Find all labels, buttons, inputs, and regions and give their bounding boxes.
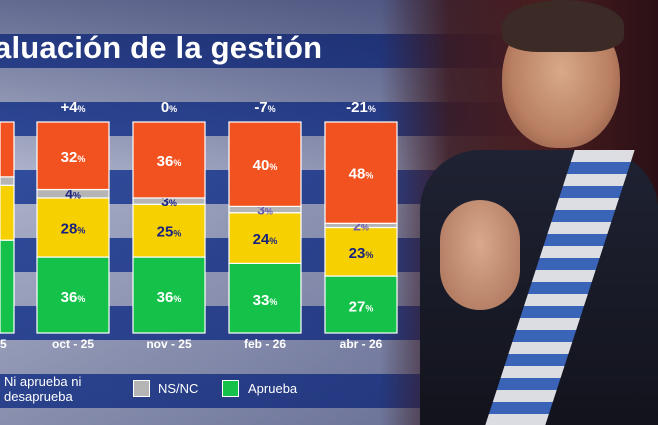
change-label: 0%: [161, 99, 177, 116]
bar-segment: [132, 121, 206, 199]
x-tick-label: feb - 26: [244, 337, 286, 351]
bar-segment: [132, 203, 206, 258]
data-label: 2%: [353, 217, 369, 233]
legend-label-ni: Ni aprueba ni desaprueba: [4, 374, 82, 404]
bar-segment: [228, 121, 302, 208]
bar-segment: [36, 256, 110, 334]
data-label: 36%: [157, 153, 182, 170]
president-photo: [380, 0, 658, 425]
bar-segment: [324, 121, 398, 224]
data-label: 28%: [61, 221, 86, 238]
data-label: 27%: [349, 299, 374, 316]
bar-segment: [132, 256, 206, 334]
data-label: 48%: [349, 166, 374, 183]
hair-shape: [502, 0, 624, 52]
x-tick-label: nov - 25: [146, 337, 192, 351]
data-label: 23%: [349, 245, 374, 262]
partial-bar-segment: [0, 184, 15, 241]
data-label: 36%: [61, 289, 86, 306]
change-label: -21%: [346, 99, 376, 116]
legend-label-nsnc: NS/NC: [158, 381, 199, 396]
bar-segment: [228, 262, 302, 334]
bar-segment: [36, 121, 110, 191]
legend-swatch-aprueba: [222, 380, 239, 397]
legend-label-aprueba: Aprueba: [248, 381, 298, 396]
x-tick-label: oct - 25: [52, 337, 94, 351]
data-label: 36%: [157, 289, 182, 306]
data-label: 25%: [157, 224, 182, 241]
partial-x-label: 5: [0, 337, 7, 351]
bar-segment: [36, 197, 110, 258]
x-tick-label: abr - 26: [340, 337, 383, 351]
data-label: 24%: [253, 231, 278, 248]
change-label: -7%: [254, 99, 275, 116]
data-label: 32%: [61, 149, 86, 166]
data-label: 33%: [253, 292, 278, 309]
clapping-hands: [440, 200, 520, 310]
bars-group: 5 36% 28% 4% 32% +4% oct - 25 36% 25% 3% 36% 0% nov …: [0, 99, 398, 351]
data-label: 3%: [161, 193, 177, 209]
partial-bar-segment: [0, 239, 15, 334]
change-label: +4%: [60, 99, 85, 116]
data-label: 4%: [65, 186, 81, 202]
chart-title: aluación de la gestión: [0, 30, 323, 65]
partial-bar-segment: [0, 176, 15, 186]
data-label: 40%: [253, 157, 278, 174]
partial-bar-segment: [0, 121, 15, 178]
data-label: 3%: [257, 202, 273, 218]
legend-swatch-nsnc: [133, 380, 150, 397]
